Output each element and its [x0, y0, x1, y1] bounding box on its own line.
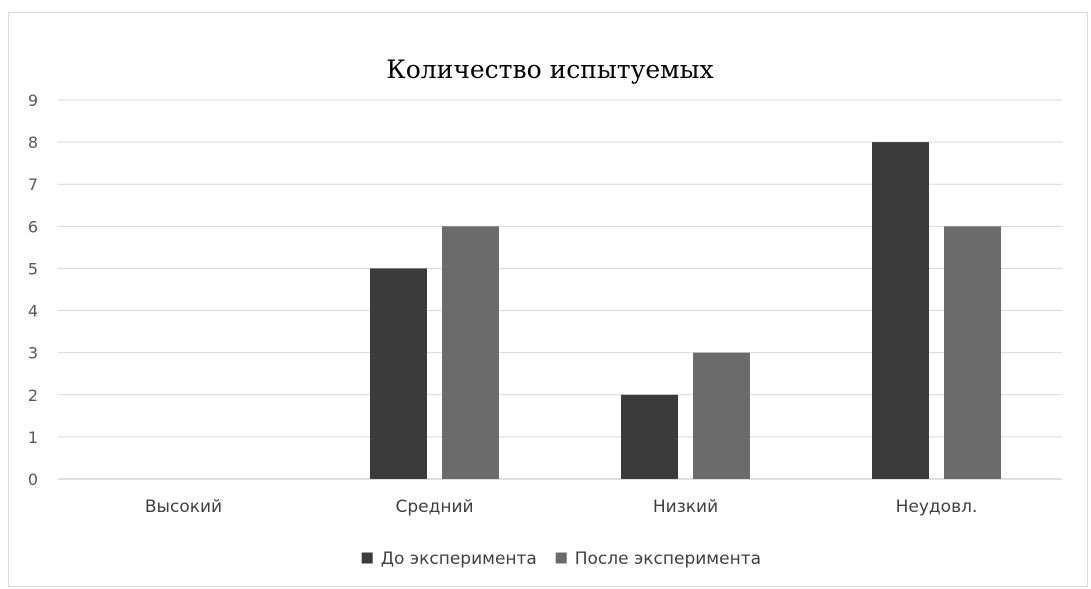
x-category-label: Высокий — [145, 497, 222, 517]
y-tick-label: 7 — [28, 175, 38, 194]
legend: До эксперимента После эксперимента — [361, 549, 761, 569]
bar-before-1 — [370, 268, 427, 479]
bar-after-2 — [693, 352, 750, 479]
legend-label: После эксперимента — [575, 549, 761, 569]
bar-after-3 — [944, 226, 1001, 479]
y-tick-label: 1 — [28, 428, 38, 447]
x-category-label: Низкий — [653, 497, 718, 517]
legend-swatch — [361, 552, 373, 564]
legend-label: До эксперимента — [381, 549, 537, 569]
y-tick-label: 8 — [28, 133, 38, 152]
y-axis-ticks: 0 1 2 3 4 5 6 7 8 9 — [28, 91, 38, 489]
x-axis-categories: Высокий Средний Низкий Неудовл. — [145, 497, 977, 517]
y-tick-label: 5 — [28, 259, 38, 278]
bar-before-3 — [872, 142, 929, 479]
y-tick-label: 0 — [28, 470, 38, 489]
y-tick-label: 9 — [28, 91, 38, 110]
x-category-label: Неудовл. — [896, 497, 978, 517]
legend-swatch — [555, 552, 567, 564]
chart-title: Количество испытуемых — [386, 55, 713, 84]
bar-after-1 — [442, 226, 499, 479]
y-tick-label: 2 — [28, 386, 38, 405]
y-tick-label: 4 — [28, 302, 38, 321]
y-tick-label: 6 — [28, 217, 38, 236]
y-tick-label: 3 — [28, 344, 38, 363]
bars — [370, 142, 1001, 479]
bar-before-2 — [621, 394, 678, 479]
x-category-label: Средний — [395, 497, 473, 517]
